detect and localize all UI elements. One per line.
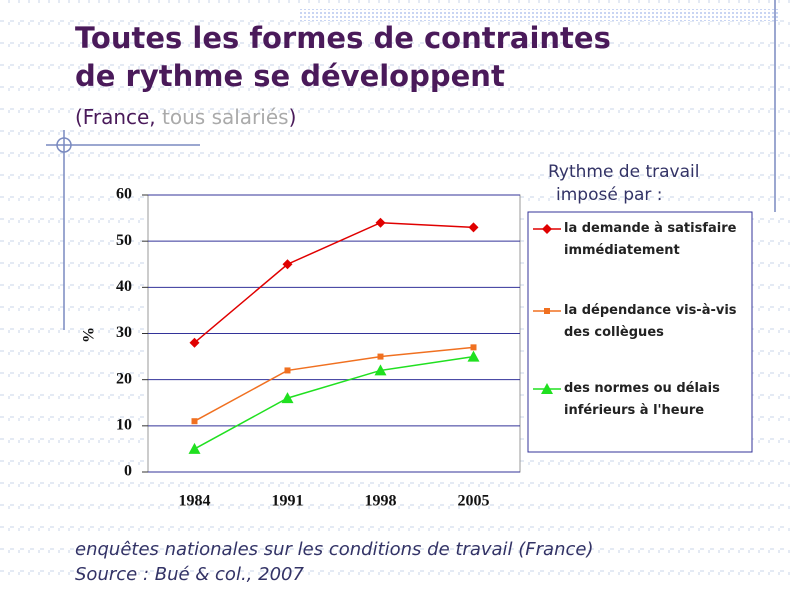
subtitle-part: ) (289, 105, 297, 129)
data-point (191, 418, 198, 425)
x-tick-label: 1998 (365, 493, 397, 510)
y-tick-label: 60 (116, 186, 132, 203)
data-point (281, 392, 294, 404)
data-point (189, 337, 200, 348)
data-point (284, 367, 291, 374)
y-tick-label: 10 (116, 417, 132, 434)
data-point (467, 350, 480, 362)
data-point (468, 222, 479, 233)
rule-circle (56, 137, 72, 153)
legend-label: la demande à satisfaire immédiatement (564, 221, 737, 258)
title: Toutes les formes de contraintes de rythm… (75, 21, 611, 93)
legend-marker (544, 308, 550, 314)
x-tick-label: 1991 (272, 493, 304, 510)
legend-label: des normes ou délais inférieurs à l'heur… (564, 381, 720, 418)
legend-box (527, 211, 753, 453)
y-tick-label: 0 (124, 463, 132, 480)
data-point (377, 353, 384, 360)
legend-label: la dépendance vis-à-vis des collègues (564, 303, 737, 340)
x-tick-label: 2005 (458, 493, 490, 510)
y-axis-label: % (81, 327, 98, 343)
legend-marker (542, 224, 552, 234)
legend-marker (541, 383, 553, 394)
y-tick-label: 30 (116, 324, 132, 341)
data-point (282, 259, 293, 270)
data-point (375, 217, 386, 228)
series-line (194, 346, 474, 422)
subtitle-part: (France, (75, 105, 162, 129)
data-point (188, 442, 201, 454)
legend-entry: la dépendance vis-à-vis des collègues (564, 303, 737, 340)
subtitle: (France, tous salariés) (75, 105, 296, 129)
y-tick-label: 50 (116, 232, 132, 249)
data-point (374, 364, 387, 376)
y-tick-label: 40 (116, 278, 132, 295)
note: Source : Bué & col., 2007 (75, 564, 304, 585)
legend-entry: des normes ou délais inférieurs à l'heur… (564, 381, 720, 418)
x-tick-label: 1984 (179, 493, 211, 510)
legend-entry: la demande à satisfaire immédiatement (564, 221, 737, 258)
y-tick-label: 20 (116, 370, 132, 387)
series-line (194, 221, 474, 344)
legend-title: Rythme de travail imposé par : (548, 162, 699, 205)
series-line (194, 355, 474, 450)
top-band (300, 9, 778, 21)
data-point (470, 344, 477, 351)
subtitle-part: tous salariés (162, 105, 289, 129)
note: enquêtes nationales sur les conditions d… (75, 539, 593, 560)
